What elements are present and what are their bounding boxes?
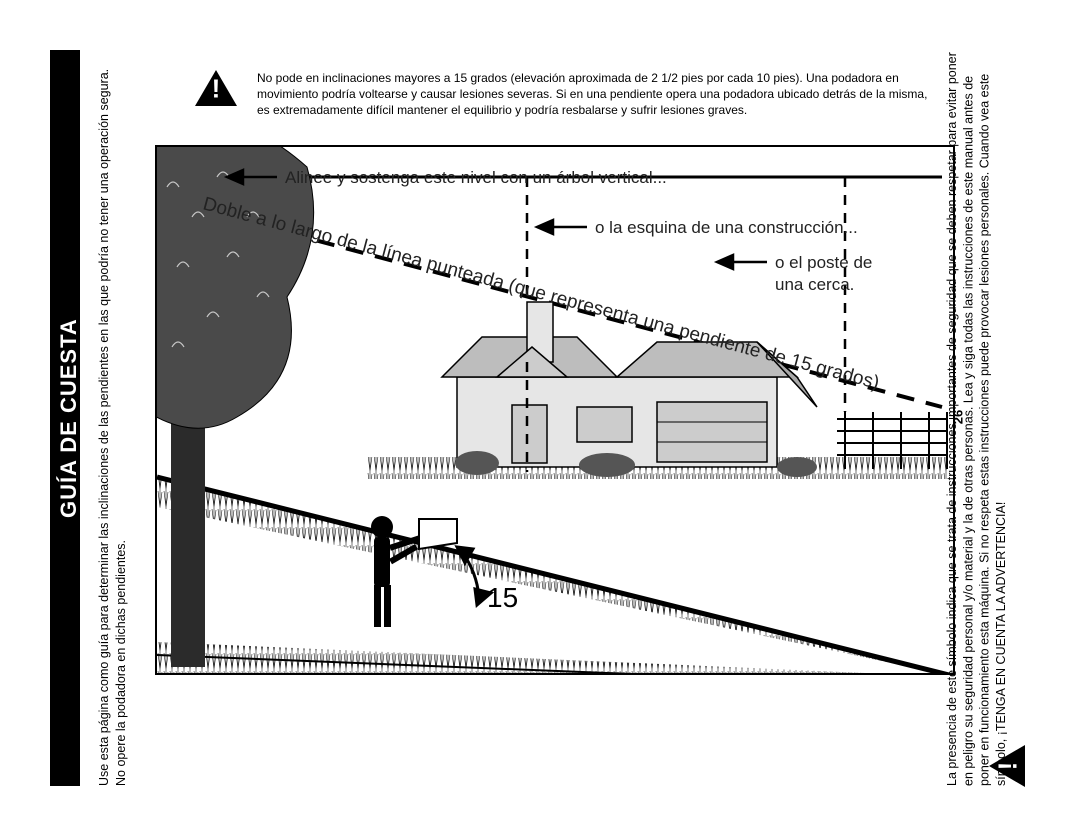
tree-shape [157,147,314,667]
label-post: o el poste de [775,253,872,273]
intro-text: Use esta página como guía para determina… [96,50,136,786]
label-align: Alinee y sostenga este nivel con un árbo… [285,168,667,188]
slope-figure: Alinee y sostenga este nivel con un árbo… [155,145,955,675]
angle-value: 15 [487,582,518,614]
label-fence: una cerca. [775,275,854,295]
house-shape [442,302,817,477]
page-number: 26 [950,410,965,424]
warning-text: No pode en inclinaciones mayores a 15 gr… [257,70,935,119]
title-text: GUÍA DE CUESTA [54,50,84,786]
warning-icon [195,70,237,106]
label-corner: o la esquina de una construcción... [595,218,858,238]
person-shape [371,516,457,627]
warning-block: No pode en inclinaciones mayores a 15 gr… [195,70,935,119]
